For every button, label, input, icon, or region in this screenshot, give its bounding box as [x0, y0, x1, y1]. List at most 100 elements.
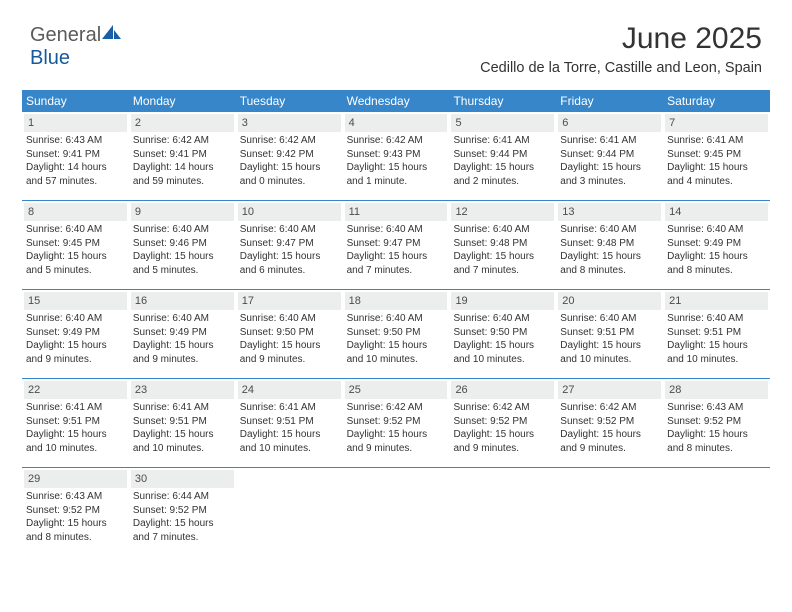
sunrise-text: Sunrise: 6:40 AM: [131, 312, 234, 326]
daylight-text: and 9 minutes.: [24, 353, 127, 367]
day-number: 16: [131, 292, 234, 310]
sunrise-text: Sunrise: 6:41 AM: [24, 401, 127, 415]
day-number: 3: [238, 114, 341, 132]
weekday-header: Saturday: [663, 90, 770, 112]
sunrise-text: Sunrise: 6:40 AM: [665, 312, 768, 326]
daylight-text: Daylight: 15 hours: [131, 250, 234, 264]
sunrise-text: Sunrise: 6:42 AM: [131, 134, 234, 148]
calendar-cell: 4Sunrise: 6:42 AMSunset: 9:43 PMDaylight…: [343, 112, 450, 194]
sunrise-text: Sunrise: 6:40 AM: [451, 312, 554, 326]
daylight-text: and 8 minutes.: [665, 442, 768, 456]
daylight-text: and 9 minutes.: [451, 442, 554, 456]
weekday-header: Sunday: [22, 90, 129, 112]
day-number: 15: [24, 292, 127, 310]
day-number: 20: [558, 292, 661, 310]
daylight-text: Daylight: 15 hours: [451, 428, 554, 442]
sunset-text: Sunset: 9:47 PM: [345, 237, 448, 251]
sunrise-text: Sunrise: 6:43 AM: [24, 490, 127, 504]
sunset-text: Sunset: 9:51 PM: [238, 415, 341, 429]
calendar-week-row: 22Sunrise: 6:41 AMSunset: 9:51 PMDayligh…: [22, 378, 770, 461]
sunset-text: Sunset: 9:45 PM: [24, 237, 127, 251]
daylight-text: and 9 minutes.: [238, 353, 341, 367]
sunset-text: Sunset: 9:51 PM: [24, 415, 127, 429]
calendar-cell: [556, 468, 663, 550]
sunrise-text: Sunrise: 6:44 AM: [131, 490, 234, 504]
daylight-text: Daylight: 15 hours: [451, 161, 554, 175]
sunrise-text: Sunrise: 6:40 AM: [665, 223, 768, 237]
calendar-cell: 19Sunrise: 6:40 AMSunset: 9:50 PMDayligh…: [449, 290, 556, 372]
daylight-text: and 10 minutes.: [345, 353, 448, 367]
day-number: 7: [665, 114, 768, 132]
daylight-text: Daylight: 15 hours: [451, 250, 554, 264]
calendar-cell: 22Sunrise: 6:41 AMSunset: 9:51 PMDayligh…: [22, 379, 129, 461]
calendar-cell: 9Sunrise: 6:40 AMSunset: 9:46 PMDaylight…: [129, 201, 236, 283]
day-number: 28: [665, 381, 768, 399]
daylight-text: Daylight: 15 hours: [238, 250, 341, 264]
daylight-text: and 5 minutes.: [24, 264, 127, 278]
sunset-text: Sunset: 9:50 PM: [345, 326, 448, 340]
calendar-week-row: 8Sunrise: 6:40 AMSunset: 9:45 PMDaylight…: [22, 200, 770, 283]
sunset-text: Sunset: 9:51 PM: [665, 326, 768, 340]
calendar-cell: [663, 468, 770, 550]
calendar-cell: 17Sunrise: 6:40 AMSunset: 9:50 PMDayligh…: [236, 290, 343, 372]
day-number: 9: [131, 203, 234, 221]
daylight-text: Daylight: 15 hours: [558, 250, 661, 264]
sunrise-text: Sunrise: 6:40 AM: [24, 312, 127, 326]
sunset-text: Sunset: 9:52 PM: [345, 415, 448, 429]
page-title: June 2025: [480, 22, 762, 56]
sunset-text: Sunset: 9:45 PM: [665, 148, 768, 162]
daylight-text: Daylight: 15 hours: [665, 161, 768, 175]
calendar-cell: 28Sunrise: 6:43 AMSunset: 9:52 PMDayligh…: [663, 379, 770, 461]
calendar-cell: 21Sunrise: 6:40 AMSunset: 9:51 PMDayligh…: [663, 290, 770, 372]
daylight-text: Daylight: 15 hours: [345, 428, 448, 442]
sunrise-text: Sunrise: 6:40 AM: [558, 312, 661, 326]
daylight-text: Daylight: 14 hours: [24, 161, 127, 175]
calendar-cell: 15Sunrise: 6:40 AMSunset: 9:49 PMDayligh…: [22, 290, 129, 372]
daylight-text: Daylight: 15 hours: [238, 161, 341, 175]
day-number: 29: [24, 470, 127, 488]
day-number: 17: [238, 292, 341, 310]
daylight-text: and 3 minutes.: [558, 175, 661, 189]
day-number: 4: [345, 114, 448, 132]
daylight-text: and 6 minutes.: [238, 264, 341, 278]
daylight-text: and 9 minutes.: [131, 353, 234, 367]
calendar-cell: 20Sunrise: 6:40 AMSunset: 9:51 PMDayligh…: [556, 290, 663, 372]
daylight-text: and 59 minutes.: [131, 175, 234, 189]
calendar-cell: 2Sunrise: 6:42 AMSunset: 9:41 PMDaylight…: [129, 112, 236, 194]
sunset-text: Sunset: 9:49 PM: [665, 237, 768, 251]
sunset-text: Sunset: 9:52 PM: [665, 415, 768, 429]
calendar-cell: 25Sunrise: 6:42 AMSunset: 9:52 PMDayligh…: [343, 379, 450, 461]
page-header: June 2025 Cedillo de la Torre, Castille …: [480, 22, 762, 76]
calendar-cell: 18Sunrise: 6:40 AMSunset: 9:50 PMDayligh…: [343, 290, 450, 372]
day-number: 12: [451, 203, 554, 221]
daylight-text: Daylight: 15 hours: [131, 517, 234, 531]
logo-sail-icon: [102, 24, 122, 40]
weekday-header: Wednesday: [343, 90, 450, 112]
day-number: 11: [345, 203, 448, 221]
calendar-cell: 26Sunrise: 6:42 AMSunset: 9:52 PMDayligh…: [449, 379, 556, 461]
day-number: 14: [665, 203, 768, 221]
day-number: 1: [24, 114, 127, 132]
calendar-cell: 23Sunrise: 6:41 AMSunset: 9:51 PMDayligh…: [129, 379, 236, 461]
sunset-text: Sunset: 9:49 PM: [24, 326, 127, 340]
daylight-text: and 7 minutes.: [131, 531, 234, 545]
calendar-cell: 8Sunrise: 6:40 AMSunset: 9:45 PMDaylight…: [22, 201, 129, 283]
daylight-text: and 10 minutes.: [451, 353, 554, 367]
weekday-header: Tuesday: [236, 90, 343, 112]
calendar-cell: 16Sunrise: 6:40 AMSunset: 9:49 PMDayligh…: [129, 290, 236, 372]
daylight-text: Daylight: 15 hours: [238, 339, 341, 353]
daylight-text: and 8 minutes.: [558, 264, 661, 278]
daylight-text: and 10 minutes.: [558, 353, 661, 367]
sunset-text: Sunset: 9:49 PM: [131, 326, 234, 340]
day-number: 23: [131, 381, 234, 399]
day-number: 2: [131, 114, 234, 132]
calendar-cell: 27Sunrise: 6:42 AMSunset: 9:52 PMDayligh…: [556, 379, 663, 461]
daylight-text: Daylight: 15 hours: [238, 428, 341, 442]
sunset-text: Sunset: 9:47 PM: [238, 237, 341, 251]
weekday-header: Monday: [129, 90, 236, 112]
weekday-header: Thursday: [449, 90, 556, 112]
daylight-text: and 8 minutes.: [24, 531, 127, 545]
weekday-header: Friday: [556, 90, 663, 112]
day-number: 21: [665, 292, 768, 310]
calendar-cell: 14Sunrise: 6:40 AMSunset: 9:49 PMDayligh…: [663, 201, 770, 283]
